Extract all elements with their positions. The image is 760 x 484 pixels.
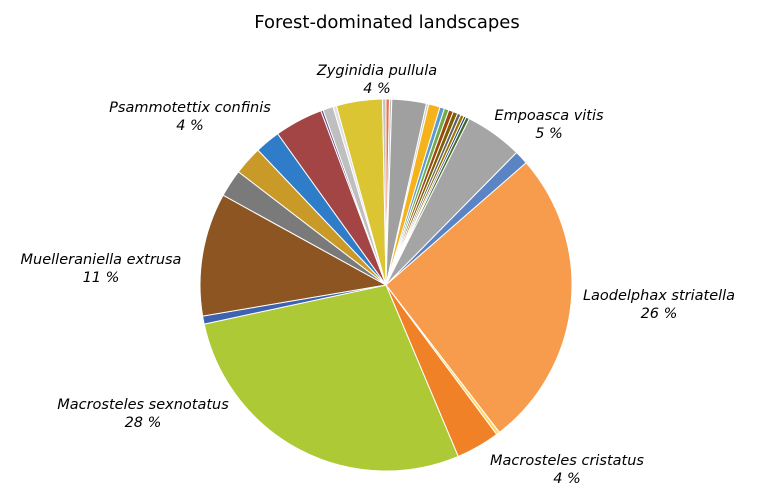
slice-label-muelleraniella-extrusa: Muelleraniella extrusa 11 % (21, 252, 182, 286)
slice-label-zyginidia-pullula: Zyginidia pullula 4 % (316, 63, 437, 97)
slice-label-laodelphax-striatella: Laodelphax striatella 26 % (583, 288, 735, 322)
pie-slice-29 (381, 98, 387, 286)
slice-label-macrosteles-sexnotatus: Macrosteles sexnotatus 28 % (57, 397, 229, 431)
pie-slice-laodelphax-striatella (385, 162, 573, 434)
chart-title: Forest-dominated landscapes (254, 12, 519, 33)
slice-label-psammotettix-confinis: Psammotettix confinis 4 % (109, 100, 271, 134)
pie-slices (199, 98, 573, 472)
slice-label-macrosteles-cristatus: Macrosteles cristatus 4 % (490, 453, 644, 484)
pie-slice-macrosteles-sexnotatus (203, 284, 459, 472)
pie-slice-muelleraniella-extrusa (199, 194, 388, 317)
slice-label-empoasca-vitis: Empoasca vitis 5 % (494, 108, 604, 142)
pie-labels: Empoasca vitis 5 % Laodelphax striatella 26… (21, 63, 736, 484)
